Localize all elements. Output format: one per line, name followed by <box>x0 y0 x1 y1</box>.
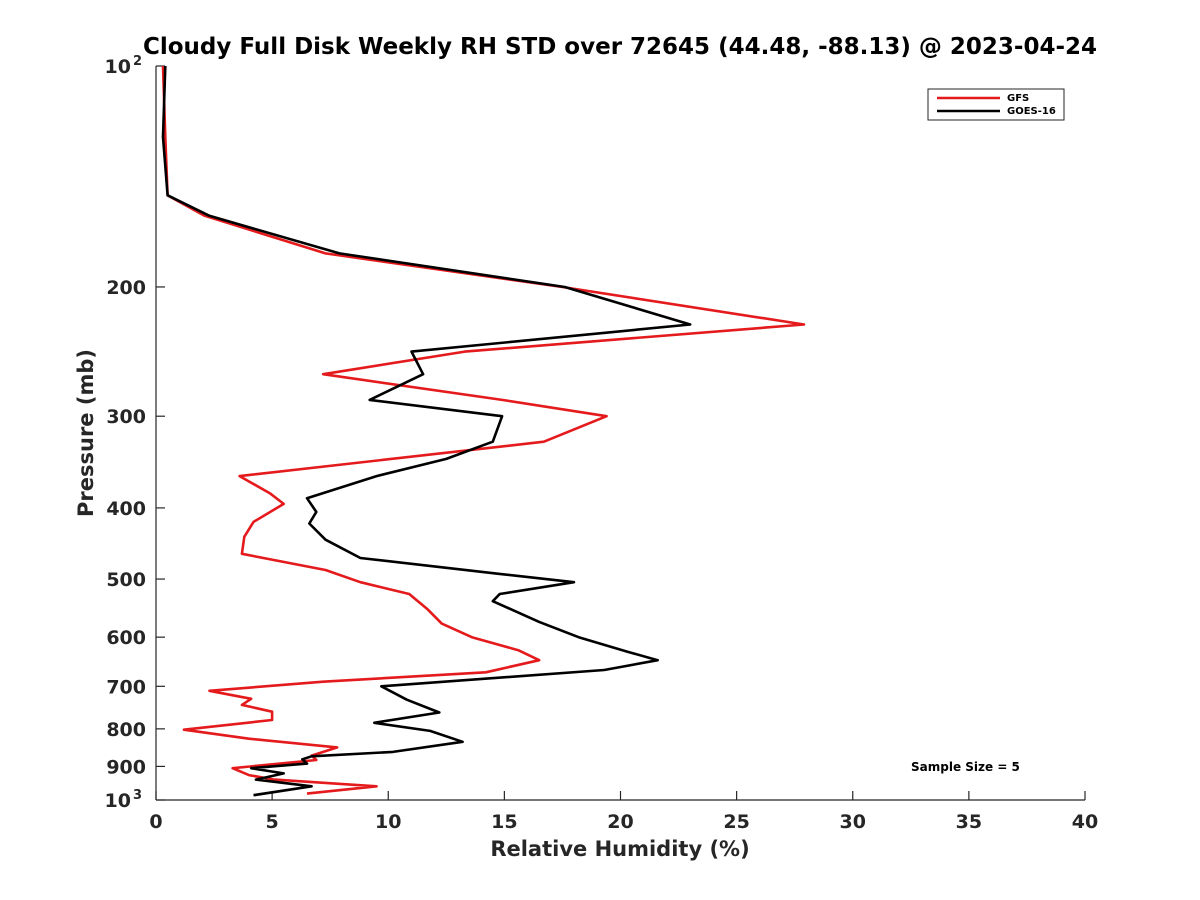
y-tick-label: 800 <box>106 719 146 741</box>
legend: GFS GOES-16 <box>927 88 1065 121</box>
series-layer <box>161 65 806 797</box>
y-tick-label: 200 <box>106 277 146 299</box>
y-tick-label: 500 <box>106 569 146 591</box>
series-line-goes-16 <box>161 65 692 797</box>
x-tick-label: 10 <box>375 811 401 833</box>
x-tick-label: 15 <box>491 811 517 833</box>
legend-label-goes-16: GOES-16 <box>1007 106 1056 117</box>
y-tick-label: 900 <box>106 756 146 778</box>
y-tick-label: 400 <box>106 498 146 520</box>
legend-box <box>927 88 1065 121</box>
y-tick-label: 10 <box>105 56 131 78</box>
y-tick-exponent: 2 <box>133 54 142 69</box>
x-tick-label: 40 <box>1072 811 1098 833</box>
y-tick-exponent: 3 <box>133 788 142 803</box>
x-axis-ticks: 0 5 10 15 20 25 30 35 40 <box>149 791 1098 833</box>
x-tick-label: 20 <box>607 811 633 833</box>
y-tick-label: 700 <box>106 676 146 698</box>
y-tick-label: 300 <box>106 406 146 428</box>
x-tick-label: 5 <box>266 811 279 833</box>
y-axis-label: Pressure (mb) <box>74 349 98 517</box>
legend-label-gfs: GFS <box>1007 93 1029 104</box>
x-tick-label: 0 <box>149 811 162 833</box>
y-tick-label: 600 <box>106 627 146 649</box>
x-axis-label: Relative Humidity (%) <box>490 837 749 861</box>
x-tick-label: 35 <box>956 811 982 833</box>
y-tick-label: 10 <box>105 790 131 812</box>
chart-title: Cloudy Full Disk Weekly RH STD over 7264… <box>143 34 1097 60</box>
sample-size-annotation: Sample Size = 5 <box>911 760 1020 774</box>
x-tick-label: 30 <box>840 811 866 833</box>
series-line-gfs <box>161 65 806 795</box>
x-tick-label: 25 <box>723 811 749 833</box>
